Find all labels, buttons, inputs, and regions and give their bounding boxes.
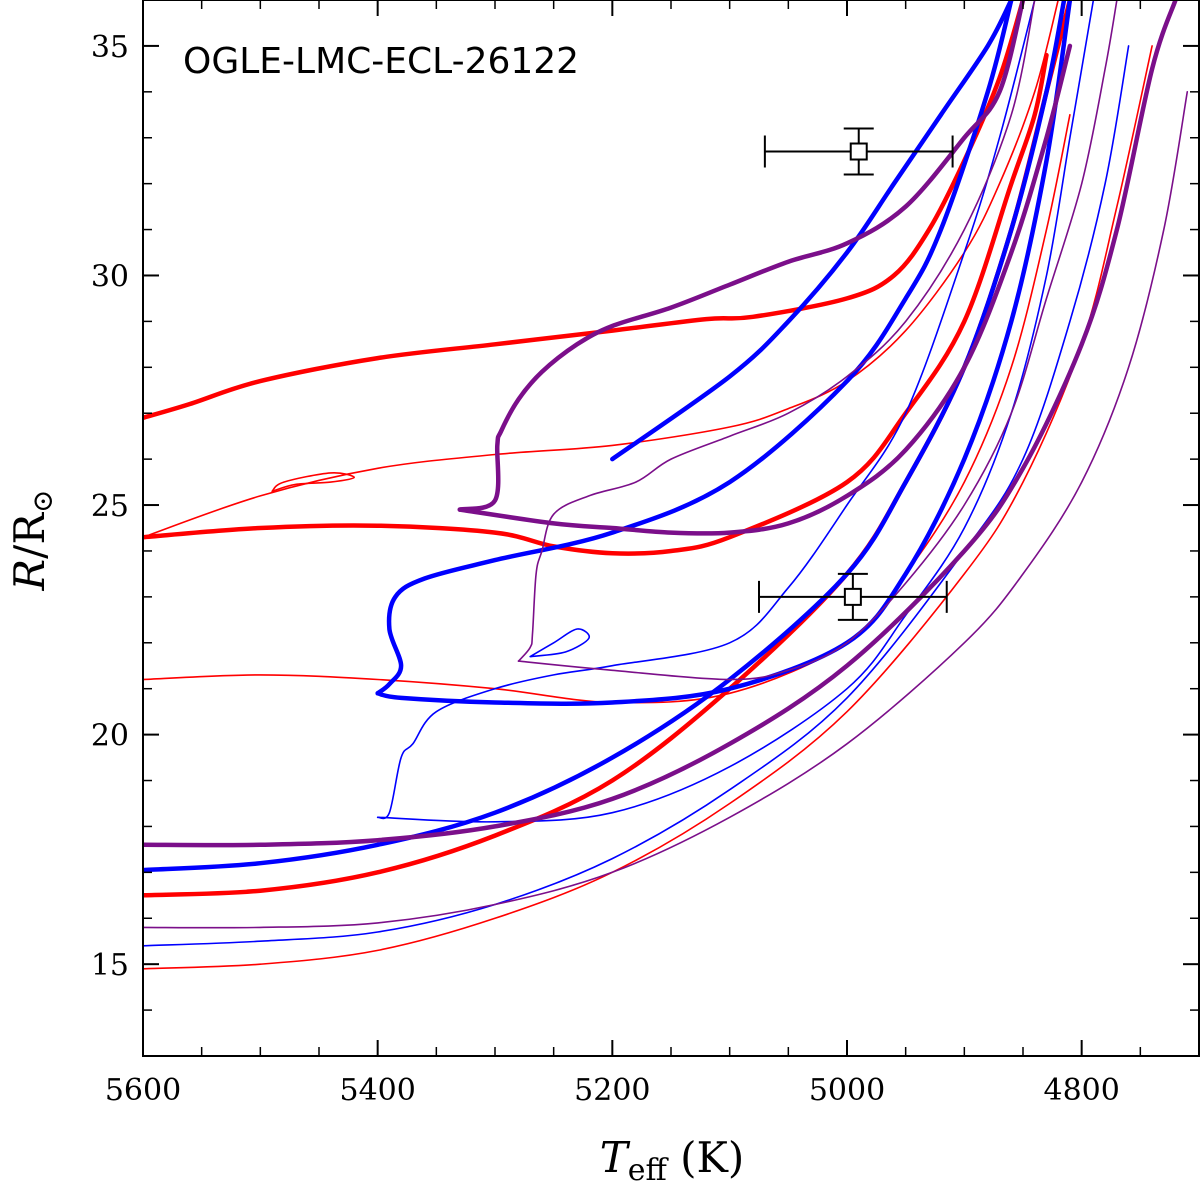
y-axis-sun: ⊙ xyxy=(26,490,59,513)
y-axis-rest: /R xyxy=(5,512,54,559)
series-purple-thick-2 xyxy=(457,43,1073,536)
series-purple-thick-3 xyxy=(143,0,1178,848)
observation-secondary xyxy=(758,572,948,621)
series-layer xyxy=(143,0,1189,970)
series-blue-thin-3 xyxy=(143,45,1130,947)
x-tick-label: 5000 xyxy=(809,1073,885,1108)
series-blue-thick-3 xyxy=(143,0,1067,873)
observations-layer xyxy=(758,127,954,621)
x-axis-symbol: T xyxy=(600,1133,631,1182)
chart-title: OGLE-LMC-ECL-26122 xyxy=(183,41,579,82)
series-red-thin-loop xyxy=(271,472,355,493)
observation-primary xyxy=(763,127,954,176)
x-tick-label: 5600 xyxy=(105,1073,181,1108)
x-axis-subscript: eff xyxy=(628,1153,670,1188)
series-purple-thin-3 xyxy=(143,91,1189,929)
observation-marker xyxy=(849,142,868,161)
series-blue-thin-2 xyxy=(376,0,1095,823)
series-blue-thick-1 xyxy=(375,0,1073,706)
tick-labels: 5600 5400 5200 5000 4800 15 20 25 30 35 xyxy=(91,30,1120,1108)
series-blue-thick-4 xyxy=(610,0,1014,462)
series-purple-thin-2 xyxy=(517,0,1118,681)
series-red-thin-1 xyxy=(143,0,1059,538)
series-blue-thick-2 xyxy=(375,0,1014,696)
series-red-thick-2 xyxy=(143,52,1049,556)
y-axis-title: R/R⊙ xyxy=(5,490,59,592)
x-axis-unit: (K) xyxy=(667,1133,745,1182)
x-tick-label: 4800 xyxy=(1043,1073,1119,1108)
series-purple-thick-1 xyxy=(457,0,1026,512)
ticks-layer xyxy=(142,0,1200,1057)
series-red-thin-2 xyxy=(143,114,1071,704)
y-tick-label: 15 xyxy=(91,948,129,983)
y-tick-label: 35 xyxy=(91,30,129,65)
x-tick-label: 5200 xyxy=(574,1073,650,1108)
series-purple-thin-1 xyxy=(517,0,1036,662)
y-tick-label: 30 xyxy=(91,259,129,294)
x-tick-label: 5400 xyxy=(339,1073,415,1108)
series-blue-thin-1 xyxy=(376,0,1036,820)
y-tick-label: 20 xyxy=(91,719,129,754)
x-axis-title: Teff (K) xyxy=(600,1133,745,1188)
y-axis-symbol: R xyxy=(5,559,54,592)
y-tick-label: 25 xyxy=(91,489,129,524)
observation-marker xyxy=(843,587,862,606)
series-blue-thin-loop xyxy=(529,628,590,658)
